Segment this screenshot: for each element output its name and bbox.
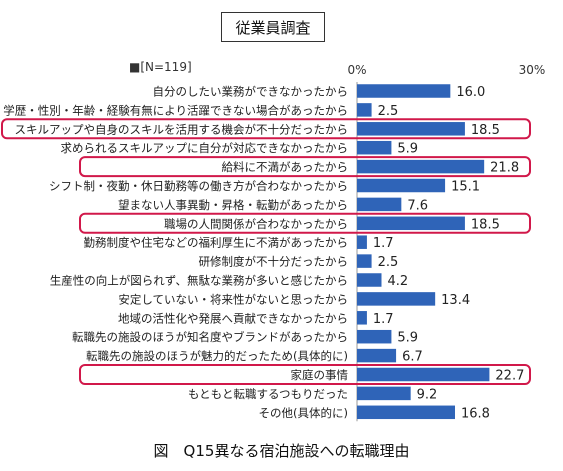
data-label: 9.2 [417, 387, 438, 402]
category-label: スキルアップや自身のスキルを活用する機会が不十分だったから [15, 122, 349, 136]
category-label: 望まない人事異動・昇格・転勤があったから [118, 198, 348, 212]
data-label: 13.4 [441, 293, 470, 308]
category-label: 安定していない・将来性がないと思ったから [118, 292, 348, 306]
tick-label: 0% [347, 63, 366, 77]
data-label: 2.5 [378, 104, 399, 119]
bar [357, 348, 397, 363]
data-label: 18.5 [471, 123, 500, 138]
category-label: 地域の活性化や発展へ貢献できなかったから [118, 311, 348, 325]
bar [357, 103, 372, 117]
category-label: 給料に不満があったから [222, 160, 349, 174]
data-label: 4.2 [388, 274, 409, 289]
data-label: 5.9 [397, 142, 418, 157]
data-label: 16.0 [456, 85, 485, 100]
category-label: もともと転職するつもりだった [188, 387, 348, 401]
bar [357, 311, 367, 325]
highlight-frame [79, 364, 531, 385]
category-label: 家庭の事情 [291, 368, 349, 382]
category-label: 転職先の施設のほうが魅力的だったため(具体的に) [86, 349, 348, 363]
data-label: 2.5 [378, 255, 399, 270]
data-label: 7.6 [407, 198, 428, 213]
bar [357, 122, 465, 136]
highlight-frame [79, 156, 531, 178]
legend-label: ■[N=119] [129, 60, 192, 74]
category-label: 学歴・性別・年齢・経験有無により活躍できない場合があったから [3, 103, 348, 117]
bar [357, 216, 465, 231]
category-label: 自分のしたい業務ができなかったから [153, 85, 349, 99]
data-label: 5.9 [397, 331, 418, 346]
bar [357, 254, 372, 268]
category-label: 職場の人間関係が合わなかったから [164, 217, 348, 231]
category-label: 生産性の向上が図られず、無駄な業務が多いと感じたから [50, 274, 348, 288]
bar [357, 84, 451, 98]
category-label: 研修制度が不十分だったから [199, 255, 349, 269]
bar [357, 140, 392, 155]
highlight-frame [1, 118, 531, 140]
data-label: 1.7 [373, 236, 394, 251]
data-label: 1.7 [373, 312, 394, 327]
tick-label: 30% [519, 63, 546, 77]
data-label: 18.5 [471, 217, 500, 232]
data-label: 15.1 [451, 180, 480, 195]
bar [357, 159, 485, 174]
highlight-frame [79, 212, 531, 234]
bar [357, 386, 411, 401]
bar [357, 235, 367, 249]
figure-caption: 図 Q15異なる宿泊施設への転職理由 [153, 442, 410, 460]
bar [357, 273, 382, 287]
bar [357, 197, 402, 212]
data-label: 21.8 [490, 161, 519, 176]
bar [357, 292, 436, 306]
category-label: シフト制・夜勤・休日勤務等の働き方が合わなかったから [49, 179, 348, 193]
bar [357, 367, 490, 382]
data-label: 22.7 [495, 369, 524, 384]
category-label: その他(具体的に) [259, 406, 348, 420]
data-label: 16.8 [461, 406, 490, 421]
bar [357, 178, 446, 193]
bar [357, 405, 455, 420]
category-label: 転職先の施設のほうが知名度やブランドがあったから [72, 330, 348, 344]
data-label: 6.7 [402, 350, 423, 365]
category-label: 勤務制度や住宅などの福利厚生に不満があったから [84, 236, 349, 250]
bar [357, 329, 392, 344]
chart-title: 従業員調査 [221, 12, 325, 42]
category-label: 求められるスキルアップに自分が対応できなかったから [61, 141, 349, 155]
